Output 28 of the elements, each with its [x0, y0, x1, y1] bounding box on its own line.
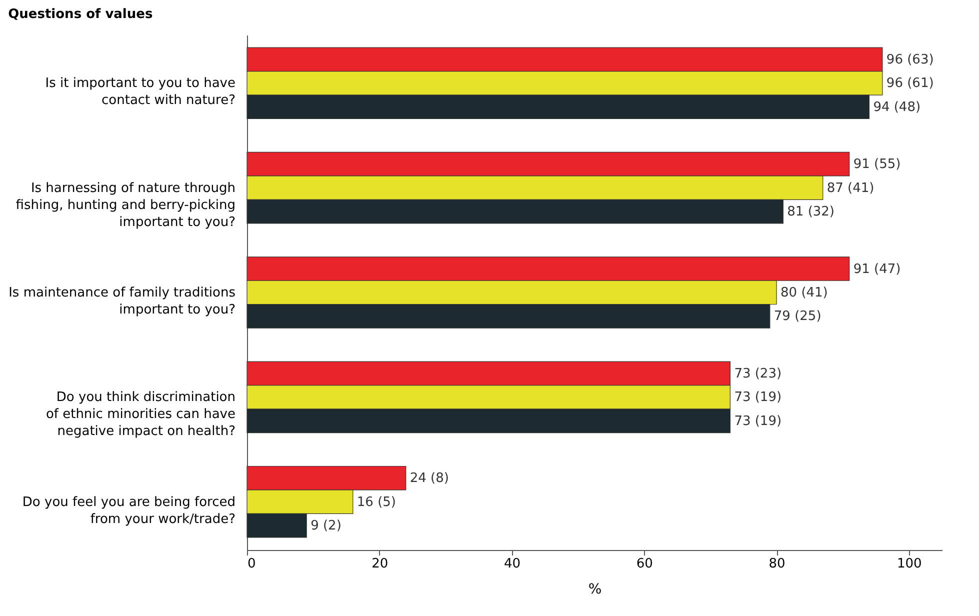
data-label: 96 (63): [886, 52, 934, 68]
x-tick-label: 40: [504, 556, 521, 572]
data-label: 81 (32): [787, 204, 835, 220]
data-label: 87 (41): [826, 180, 874, 196]
x-axis-title: %: [588, 582, 602, 598]
y-tick-label: Do you feel you are being forced from your work/trade?: [22, 494, 236, 527]
data-label: 73 (23): [734, 366, 782, 382]
y-tick-label: Do you think discrimination of ethnic minorities can have negative impact on health?: [46, 390, 236, 440]
data-label: 73 (19): [734, 390, 782, 406]
x-tick-label: 80: [768, 556, 786, 572]
x-tick-label: 100: [896, 556, 922, 572]
text: Questions of values: [8, 7, 153, 22]
y-tick-label: Is harnessing of nature through fishing, hunting and berry-picking important to you?: [16, 180, 236, 230]
data-label: 94 (48): [873, 100, 921, 115]
data-label: 96 (61): [886, 76, 934, 92]
data-label: 80 (41): [780, 286, 828, 300]
data-label: 16 (5): [356, 494, 396, 510]
data-label: 91 (55): [853, 157, 901, 172]
data-label: 9 (2): [310, 518, 342, 534]
x-tick-label: 20: [372, 556, 388, 572]
data-label: 79 (25): [774, 309, 822, 324]
x-tick-label: 0: [248, 556, 256, 572]
data-label: 73 (19): [734, 414, 782, 429]
x-tick-label: 60: [636, 556, 653, 572]
y-tick-label: Is it important to you to have contact with nature?: [45, 76, 236, 108]
data-label: 91 (47): [853, 262, 901, 277]
data-label: 24 (8): [410, 471, 449, 486]
y-tick-label: Is maintenance of family traditions important to you?: [8, 286, 236, 318]
